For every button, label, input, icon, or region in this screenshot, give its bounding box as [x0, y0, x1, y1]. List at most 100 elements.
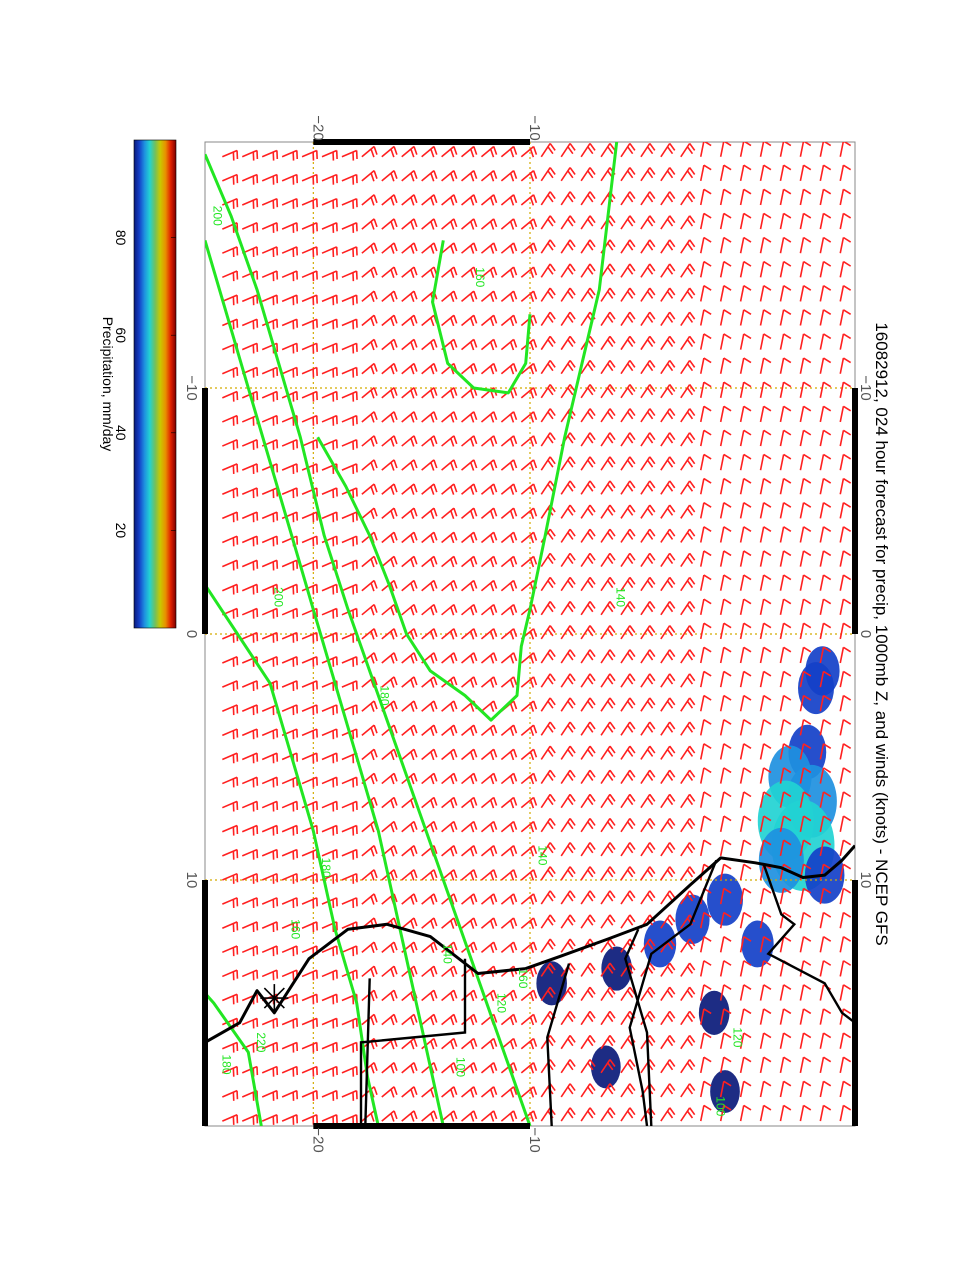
wind-barb	[461, 603, 475, 616]
wind-barb-feather	[430, 317, 435, 327]
wind-barb-feather	[493, 1014, 498, 1023]
wind-barb	[699, 189, 705, 206]
wind-barb-feather	[723, 694, 732, 701]
wind-barb-feather	[529, 679, 535, 688]
wind-barb	[301, 390, 318, 399]
wind-barb-feather	[512, 1014, 518, 1023]
wind-barb-feather	[529, 775, 535, 785]
wind-barb	[699, 960, 705, 977]
wind-barb-feather	[763, 453, 772, 460]
wind-barb-feather	[413, 1014, 418, 1023]
wind-barb	[660, 287, 671, 302]
wind-barb	[819, 1081, 825, 1098]
wind-barb	[461, 290, 475, 303]
wind-barb-feather	[589, 335, 596, 344]
wind-barb	[759, 984, 765, 1001]
wind-barb-feather	[669, 673, 676, 682]
wind-barb-feather	[433, 459, 438, 469]
wind-barb	[441, 724, 455, 736]
wind-barb-feather	[627, 1110, 634, 1119]
wind-barb-feather	[547, 194, 554, 203]
wind-barb-feather	[370, 655, 375, 664]
wind-barb	[680, 1107, 691, 1122]
wind-barb-feather	[763, 188, 772, 195]
wind-barb	[241, 342, 258, 351]
wind-barb-feather	[589, 793, 596, 802]
wind-barb	[739, 647, 745, 664]
wind-barb-feather	[450, 510, 455, 520]
wind-barb-feather	[649, 962, 656, 971]
wind-barb	[321, 270, 338, 279]
wind-barb-feather	[567, 387, 574, 396]
wind-barb-feather	[646, 483, 654, 492]
wind-barb	[660, 384, 671, 399]
wind-barb-feather	[689, 263, 696, 272]
wind-barb	[560, 311, 571, 326]
wind-barb	[640, 504, 651, 519]
wind-barb-feather	[373, 580, 378, 589]
wind-barb-feather	[723, 188, 732, 195]
wind-barb	[500, 1013, 515, 1026]
wind-barb	[739, 1008, 745, 1025]
wind-barb	[640, 842, 651, 857]
wind-barb-feather	[430, 582, 435, 592]
wind-barb-feather	[629, 601, 636, 609]
wind-barb	[222, 897, 238, 905]
wind-barb	[241, 511, 258, 520]
wind-barb-feather	[370, 172, 375, 182]
wind-barb	[600, 938, 611, 953]
wind-barb-feather	[587, 749, 594, 757]
wind-barb	[640, 311, 651, 326]
wind-barb	[739, 695, 745, 712]
wind-barb	[441, 845, 455, 857]
wind-barb-feather	[783, 236, 792, 243]
wind-barb-feather	[646, 990, 654, 998]
wind-barb	[699, 1105, 705, 1122]
wind-barb-feather	[453, 1062, 458, 1071]
wind-barb-feather	[743, 1056, 752, 1063]
wind-barb	[520, 242, 535, 254]
wind-barb	[241, 776, 258, 785]
wind-barb-feather	[473, 483, 478, 493]
wind-barb-feather	[547, 917, 554, 926]
wind-barb	[779, 719, 785, 736]
wind-barb	[680, 697, 691, 712]
wind-barb-feather	[607, 700, 614, 709]
wind-barb-feather	[453, 869, 458, 879]
wind-barb-feather	[430, 221, 435, 230]
wind-barb	[779, 381, 785, 398]
wind-barb-feather	[373, 194, 378, 204]
wind-barb-feather	[669, 191, 676, 200]
wind-barb-feather	[629, 480, 636, 489]
wind-barb	[222, 969, 238, 978]
wind-barb-feather	[589, 552, 596, 561]
wind-barb-feather	[743, 212, 752, 219]
wind-barb	[441, 917, 455, 929]
wind-barb-feather	[567, 604, 574, 613]
wind-barb	[261, 800, 278, 809]
wind-barb	[799, 357, 805, 374]
wind-barb	[381, 1110, 395, 1122]
wind-barb-feather	[763, 550, 772, 557]
wind-barb-feather	[609, 384, 616, 392]
wind-barb	[779, 478, 785, 495]
wind-barb	[361, 869, 375, 881]
wind-barb	[241, 463, 258, 471]
wind-barb	[381, 170, 395, 182]
wind-barb-feather	[783, 333, 792, 340]
wind-barb-feather	[607, 965, 614, 974]
wind-barb	[759, 526, 765, 543]
wind-barb-feather	[743, 935, 752, 942]
wind-barb	[739, 743, 745, 760]
wind-barb-feather	[450, 245, 455, 254]
wind-barb-feather	[723, 236, 732, 243]
wind-barb	[580, 215, 591, 230]
wind-barb-feather	[669, 914, 676, 923]
wind-barb-feather	[453, 459, 458, 469]
wind-barb-feather	[393, 676, 398, 686]
wind-barb-feather	[587, 893, 594, 902]
wind-barb	[739, 357, 745, 374]
wind-barb-feather	[370, 558, 375, 568]
wind-barb	[620, 842, 631, 857]
wind-barb	[222, 945, 238, 954]
